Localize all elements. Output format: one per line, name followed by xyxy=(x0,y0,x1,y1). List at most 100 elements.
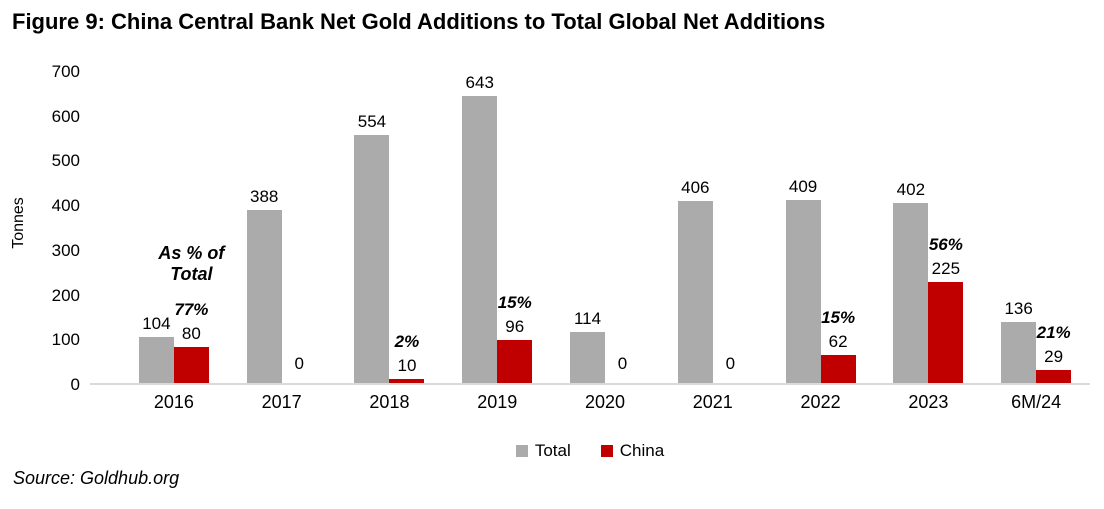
china-column: 15% 62 xyxy=(820,72,856,383)
annotation-line: As % of xyxy=(158,243,225,264)
bar-group-2016: 104 As % of Total 77% 80 xyxy=(120,72,228,383)
total-bar xyxy=(138,336,174,383)
china-column: 0 xyxy=(282,72,317,383)
total-column: 643 xyxy=(462,72,498,383)
x-axis: 2016 2017 2018 2019 2020 2021 2022 2023 6M/24 xyxy=(90,392,1090,413)
total-column: 406 xyxy=(677,72,713,383)
china-column: 0 xyxy=(605,72,640,383)
total-bar xyxy=(785,200,821,383)
plot-area: 104 As % of Total 77% 80 388 0 554 2% 10 643 15% 96 1… xyxy=(90,72,1090,385)
total-column: 104 xyxy=(138,72,174,383)
china-column: 0 xyxy=(713,72,748,383)
china-bar xyxy=(389,378,425,383)
legend-swatch-total xyxy=(515,445,528,457)
x-tick-label-2020: 2020 xyxy=(584,392,626,412)
total-value-label: 409 xyxy=(788,177,818,197)
x-tick-label-2017: 2017 xyxy=(261,392,302,412)
china-value-label: 0 xyxy=(294,354,304,373)
legend-item-total: Total xyxy=(515,441,571,461)
china-value-label: 0 xyxy=(617,354,628,373)
legend: Total China xyxy=(90,441,1090,461)
china-value-label: 225 xyxy=(931,259,961,279)
x-tick-label-2018: 2018 xyxy=(369,392,410,412)
total-column: 409 xyxy=(785,72,821,383)
china-column: 56% 225 xyxy=(928,72,964,383)
bar-group-2018: 554 2% 10 xyxy=(336,72,444,383)
as-pct-of-total-annotation: As % of Total xyxy=(158,243,224,285)
total-value-label: 406 xyxy=(681,178,710,198)
y-tick-label: 200 xyxy=(51,285,80,305)
china-bar xyxy=(820,355,856,383)
china-column: As % of Total 77% 80 xyxy=(158,72,224,383)
x-tick-label-2019: 2019 xyxy=(477,392,518,412)
legend-swatch-china xyxy=(600,445,613,457)
china-value-label: 10 xyxy=(397,355,417,375)
source-text: Source: Goldhub.org xyxy=(13,468,180,488)
total-bar xyxy=(677,201,713,383)
total-bar xyxy=(1001,322,1037,383)
bar-groups: 104 As % of Total 77% 80 388 0 554 2% 10 643 15% 96 1… xyxy=(90,72,1090,383)
total-value-label: 114 xyxy=(573,309,602,329)
china-bar xyxy=(928,282,964,383)
china-pct-label: 15% xyxy=(821,308,856,328)
china-value-label: 0 xyxy=(725,354,736,373)
china-bar xyxy=(497,340,533,383)
total-column: 136 xyxy=(1001,72,1037,383)
legend-item-china: China xyxy=(600,441,665,461)
china-value-label: 80 xyxy=(181,324,201,344)
y-tick-label: 400 xyxy=(51,196,80,216)
x-tick-label-6M/24: 6M/24 xyxy=(1011,392,1062,412)
annotation-line: Total xyxy=(170,264,213,285)
y-tick-label: 300 xyxy=(51,240,80,260)
china-pct-label: 56% xyxy=(928,235,963,255)
y-tick-label: 100 xyxy=(51,330,80,350)
bar-group-2020: 114 0 xyxy=(551,72,659,383)
total-value-label: 643 xyxy=(465,73,494,92)
y-axis: 0 100 200 300 400 500 600 700 xyxy=(0,62,80,394)
bar-group-2017: 388 0 xyxy=(228,72,336,383)
china-column: 15% 96 xyxy=(497,72,533,383)
bar-group-2022: 409 15% 62 xyxy=(767,72,875,383)
total-column: 114 xyxy=(570,72,606,383)
china-pct-label: 77% xyxy=(174,300,209,320)
total-value-label: 402 xyxy=(896,180,926,200)
x-tick-label-2023: 2023 xyxy=(908,392,949,412)
legend-label: Total xyxy=(534,441,571,460)
total-value-label: 136 xyxy=(1004,299,1033,319)
y-tick-label: 500 xyxy=(51,151,80,171)
total-column: 402 xyxy=(893,72,929,383)
china-bar xyxy=(173,347,209,383)
total-bar xyxy=(893,203,929,383)
china-bar xyxy=(1036,370,1072,383)
y-tick-label: 600 xyxy=(51,106,80,126)
bar-group-2019: 643 15% 96 xyxy=(443,72,551,383)
bar-group-2023: 402 56% 225 xyxy=(874,72,982,383)
x-tick-label-2022: 2022 xyxy=(800,392,841,412)
china-value-label: 29 xyxy=(1044,347,1064,367)
total-bar xyxy=(570,332,606,383)
china-column: 2% 10 xyxy=(389,72,425,383)
total-bar xyxy=(246,209,282,383)
y-tick-label: 700 xyxy=(51,62,80,81)
y-tick-label: 0 xyxy=(70,375,80,394)
total-value-label: 104 xyxy=(142,313,171,333)
china-value-label: 62 xyxy=(828,332,848,352)
total-value-label: 388 xyxy=(249,186,279,206)
total-value-label: 554 xyxy=(357,112,387,132)
x-tick-label-2016: 2016 xyxy=(153,392,194,412)
total-column: 388 xyxy=(246,72,282,383)
china-pct-label: 15% xyxy=(497,293,532,313)
china-column: 21% 29 xyxy=(1036,72,1072,383)
total-bar xyxy=(354,135,390,383)
china-value-label: 96 xyxy=(505,317,525,337)
figure-title: Figure 9: China Central Bank Net Gold Ad… xyxy=(12,9,826,34)
total-bar xyxy=(462,96,498,383)
china-pct-label: 21% xyxy=(1036,323,1071,343)
total-column: 554 xyxy=(354,72,390,383)
legend-label: China xyxy=(619,441,665,460)
bar-group-6M/24: 136 21% 29 xyxy=(982,72,1090,383)
china-pct-label: 2% xyxy=(394,331,420,351)
bar-group-2021: 406 0 xyxy=(659,72,767,383)
x-tick-label-2021: 2021 xyxy=(692,392,733,412)
